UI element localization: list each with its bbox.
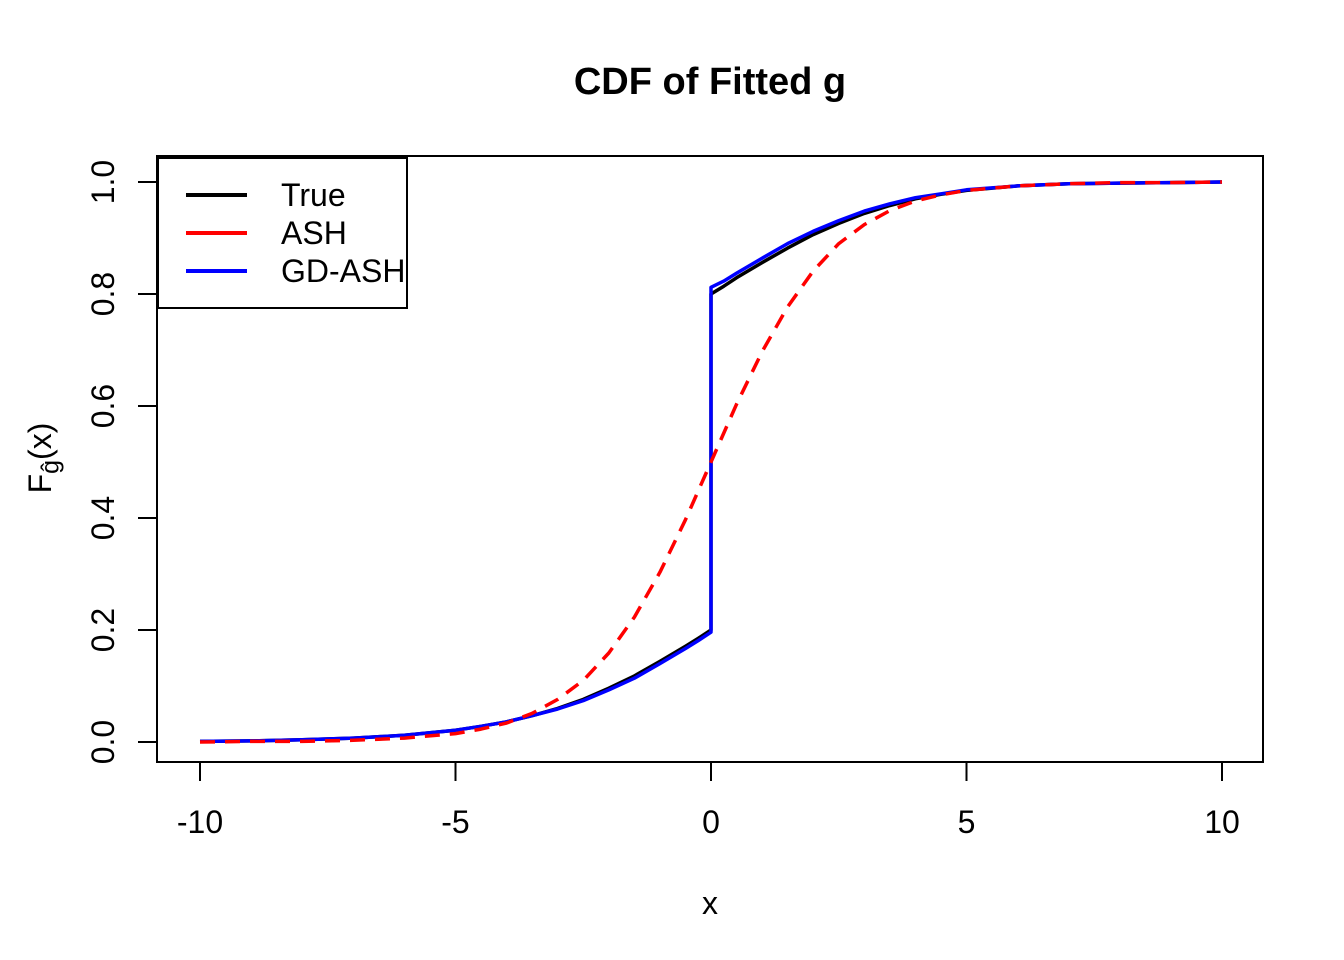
legend-item-gd-ash: GD-ASH: [159, 252, 406, 290]
x-axis-label: x: [702, 885, 718, 921]
legend-box: True ASH GD-ASH: [157, 157, 408, 309]
legend-item-ash: ASH: [159, 214, 406, 252]
x-tick-label: 10: [1204, 804, 1240, 840]
chart-title: CDF of Fitted g: [573, 61, 847, 103]
series-line-ash: [199, 180, 1223, 744]
y-label-subscript: ĝ: [36, 459, 65, 474]
legend-label-gd-ash: GD-ASH: [281, 253, 406, 289]
x-tick-label: 0: [702, 804, 720, 840]
y-tick-label: 0.6: [85, 384, 121, 428]
y-label-main: F: [22, 473, 58, 494]
legend-line-ash: [186, 231, 247, 235]
x-tick-label: -5: [441, 804, 469, 840]
legend-line-gd-ash: [186, 269, 247, 273]
y-label-suffix: (x): [22, 422, 58, 460]
legend-label-ash: ASH: [281, 215, 347, 251]
legend-line-true: [186, 193, 247, 197]
y-tick-label: 0.8: [85, 272, 121, 316]
x-tick-label: 5: [958, 804, 976, 840]
legend-item-true: True: [159, 176, 406, 214]
y-tick-label: 0.4: [85, 496, 121, 540]
legend-label-true: True: [281, 177, 346, 213]
y-tick-label: 1.0: [85, 160, 121, 204]
y-axis-label: Fĝ(x): [18, 358, 65, 558]
x-tick-label: -10: [177, 804, 223, 840]
y-tick-label: 0.2: [85, 608, 121, 652]
y-tick-label: 0.0: [85, 720, 121, 764]
